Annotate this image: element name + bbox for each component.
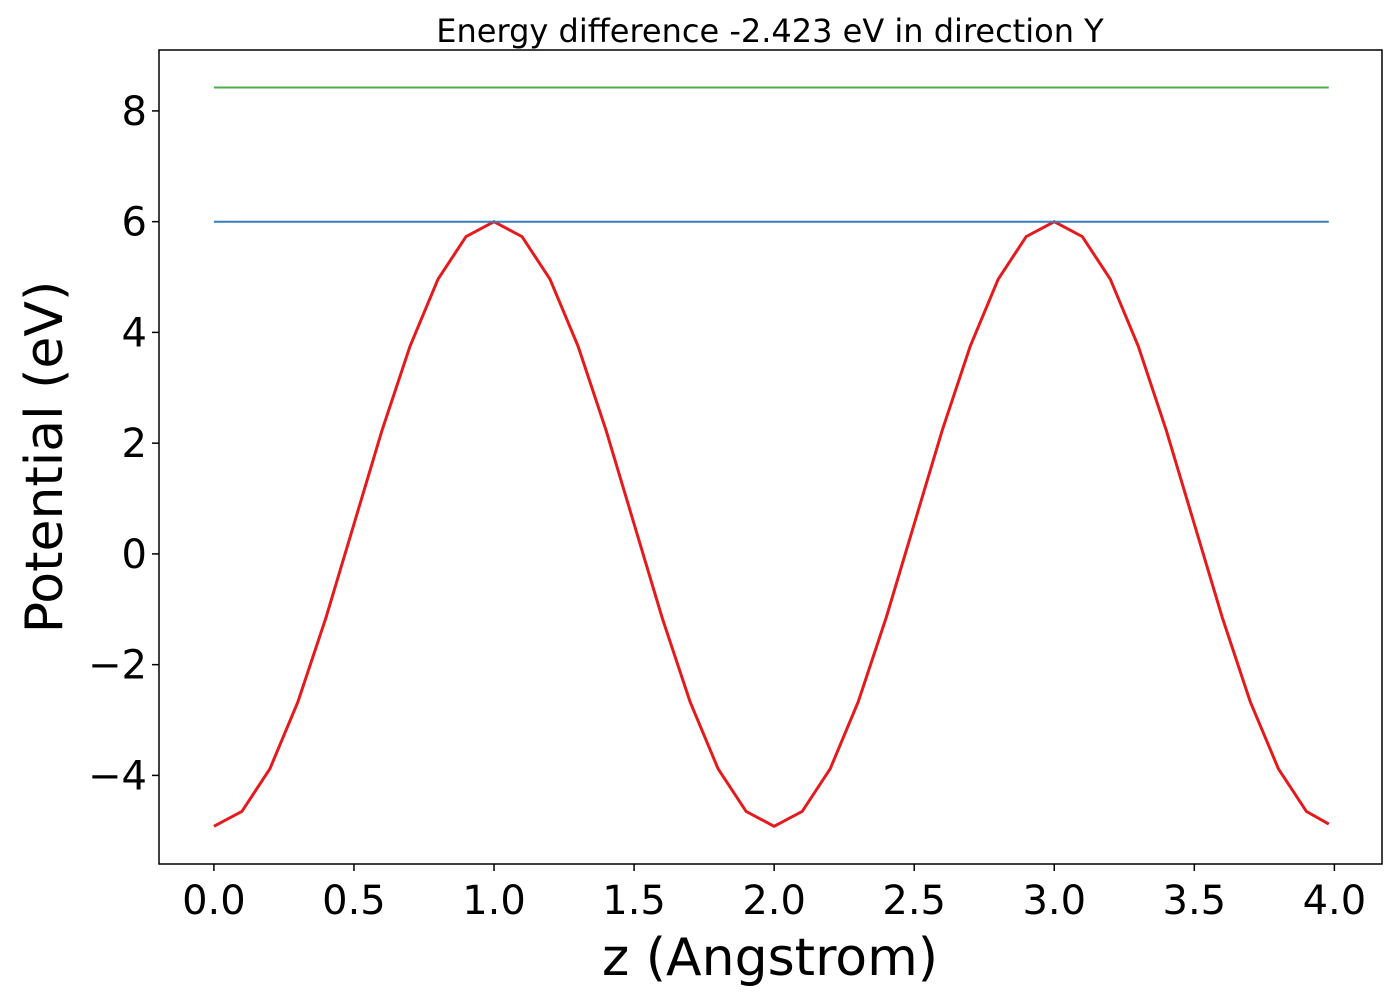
x-tick-label: 2.5 <box>882 878 946 924</box>
series-line-potential <box>213 220 1330 828</box>
plot-area <box>213 86 1330 828</box>
x-tick-label: 0.5 <box>322 878 386 924</box>
x-tick-label: 3.0 <box>1022 878 1086 924</box>
x-tick-label: 2.0 <box>742 878 806 924</box>
x-axis: 0.0 0.5 1.0 1.5 2.0 2.5 3.0 3.5 4.0 <box>182 864 1366 924</box>
y-tick-label: 8 <box>122 89 147 135</box>
y-tick-label: 0 <box>122 532 147 578</box>
y-tick-label: −4 <box>88 753 147 799</box>
x-axis-label: z (Angstrom) <box>602 928 938 988</box>
y-tick-label: 6 <box>122 200 147 246</box>
y-tick-label: 2 <box>122 421 147 467</box>
y-tick-label: 4 <box>122 310 147 356</box>
chart-title: Energy difference -2.423 eV in direction… <box>436 12 1104 50</box>
y-axis-label: Potential (eV) <box>15 281 75 633</box>
x-tick-label: 4.0 <box>1303 878 1367 924</box>
x-tick-label: 1.0 <box>462 878 526 924</box>
x-tick-label: 0.0 <box>182 878 246 924</box>
x-tick-label: 3.5 <box>1163 878 1227 924</box>
y-axis: −4 −2 0 2 4 6 8 <box>88 89 159 799</box>
x-tick-label: 1.5 <box>602 878 666 924</box>
axes-frame <box>158 49 1383 865</box>
y-tick-label: −2 <box>88 643 147 689</box>
